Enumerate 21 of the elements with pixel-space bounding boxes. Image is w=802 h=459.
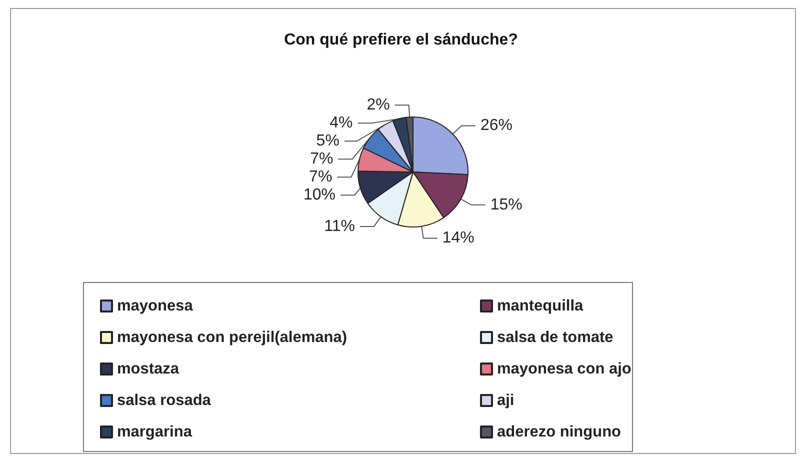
legend-label: salsa rosada xyxy=(117,392,212,409)
data-label: 4% xyxy=(330,114,353,132)
data-label: 11% xyxy=(324,218,355,235)
legend-label: aderezo ninguno xyxy=(497,424,621,440)
data-label: 7% xyxy=(310,150,334,168)
data-label: 26% xyxy=(480,117,512,134)
legend-label: mantequilla xyxy=(497,298,584,314)
data-label: 2% xyxy=(366,96,390,114)
legend-label: mayonesa con ajo xyxy=(497,360,632,378)
data-label: 7% xyxy=(309,168,332,186)
data-label: 5% xyxy=(316,132,340,150)
data-label: 10% xyxy=(303,186,336,204)
legend-label: mostaza xyxy=(117,360,180,378)
data-label: 14% xyxy=(442,230,474,247)
legend-label: mayonesa con perejil(alemana) xyxy=(117,329,348,346)
chart-title: Con qué prefiere el sánduche? xyxy=(284,32,518,48)
legend-label: mayonesa xyxy=(117,298,194,314)
data-label: 15% xyxy=(490,196,522,214)
legend-label: salsa de tomate xyxy=(497,329,614,346)
legend-label: aji xyxy=(497,392,514,409)
legend-label: margarina xyxy=(117,424,192,440)
